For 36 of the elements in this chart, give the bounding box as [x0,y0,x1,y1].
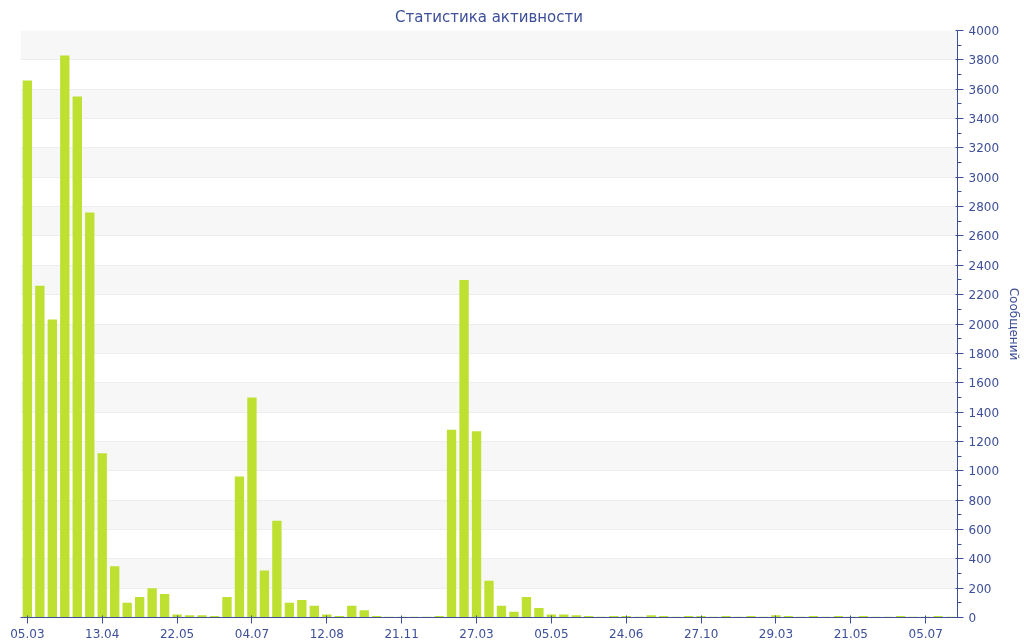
x-tick-label: 29.03 [758,626,794,640]
y-tick-label: 3800 [968,53,1000,68]
y-tick-label: 600 [968,522,992,537]
x-tick-label: 24.06 [609,626,644,640]
x-tick-label: 05.05 [534,626,569,640]
x-tick-label: 21.11 [384,626,419,640]
y-tick-label: 400 [968,552,992,567]
x-tick-label: 04.07 [234,626,270,640]
y-tick-label: 2600 [968,229,1000,244]
y-tick-label: 1000 [968,464,1000,479]
y-tick-label: 4000 [968,24,1000,38]
x-tick-label: 21.05 [833,626,869,640]
y-tick-label: 800 [968,493,992,508]
x-tick-label: 05.03 [10,626,45,640]
y-tick-label: 3600 [968,82,1000,97]
x-tick-label: 27.10 [683,626,719,640]
y-tick-label: 2200 [968,288,1000,303]
y-tick-label: 1400 [968,405,1000,420]
y-tick-label: 1600 [968,376,1000,391]
x-tick-label: 13.04 [85,626,120,640]
y-tick-label: 3400 [968,112,1000,127]
y-tick-label: 1200 [968,434,1000,449]
y-axis-title: Сообщений [1007,287,1022,361]
x-tick-label: 12.08 [309,626,344,640]
y-tick-label: 2400 [968,258,1000,273]
x-tick-label: 05.07 [908,626,943,640]
x-tick-label: 27.03 [459,626,494,640]
y-tick-label: 2000 [968,317,1000,332]
y-tick-label: 200 [968,581,992,596]
x-tick-label: 22.05 [159,626,195,640]
y-tick-label: 2800 [968,200,1000,215]
y-tick-label: 3200 [968,141,1000,156]
chart-title: Статистика активности [395,7,583,26]
y-tick-label: 1800 [968,346,1000,361]
y-tick-label: 3000 [968,170,1000,185]
y-tick-label: 0 [968,611,977,625]
